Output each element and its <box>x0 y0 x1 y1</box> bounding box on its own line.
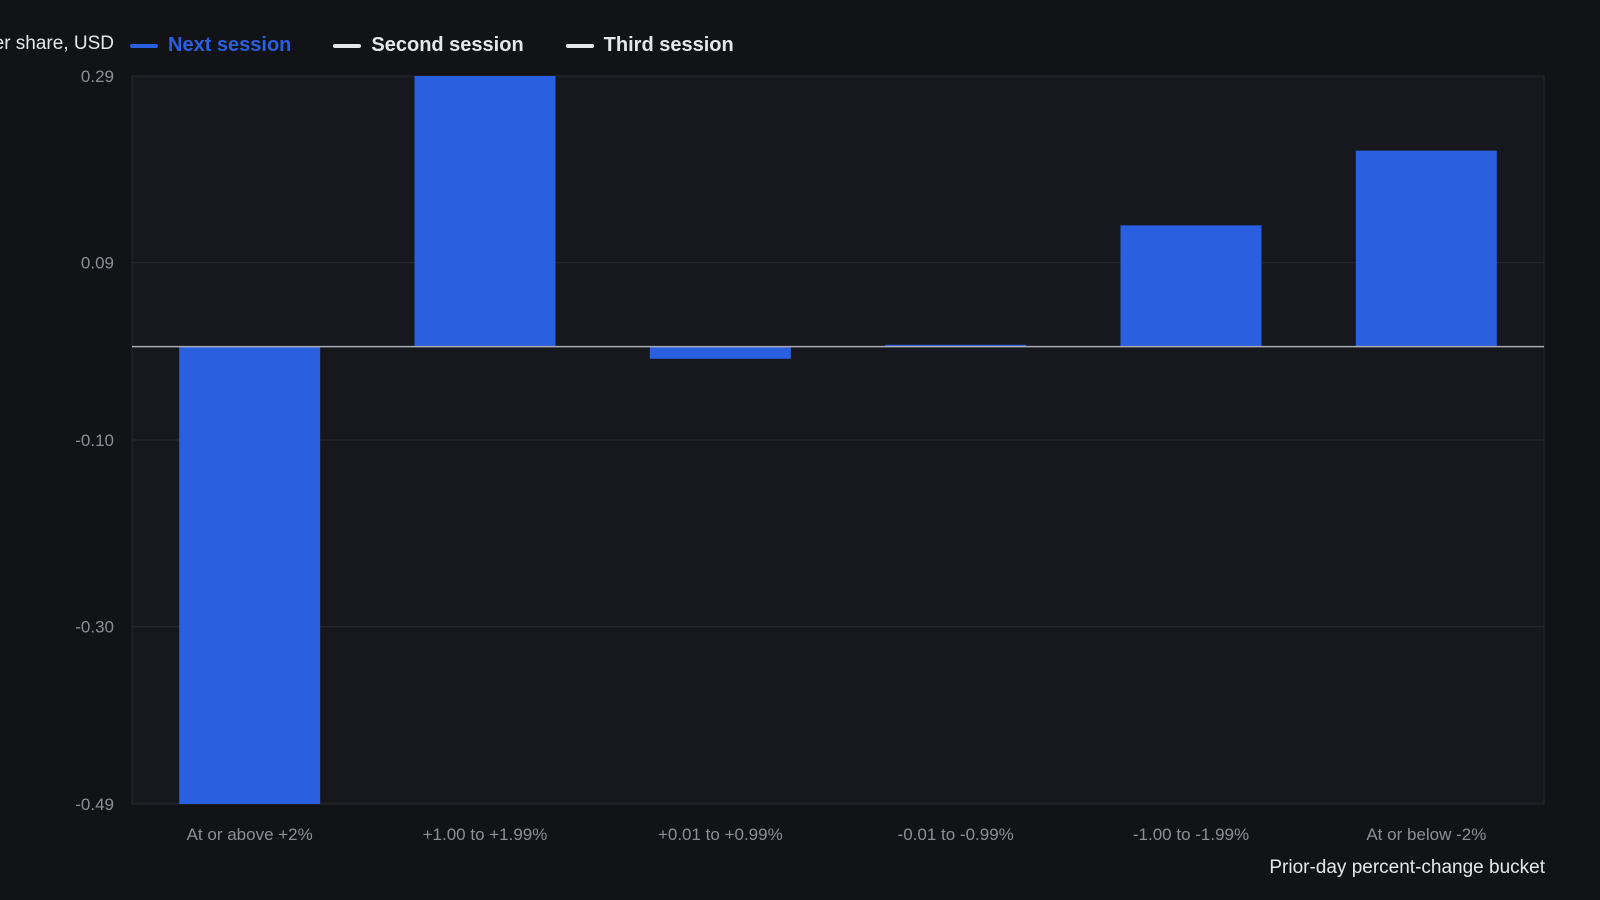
legend-item-third-session[interactable]: Third session <box>565 34 734 57</box>
bar-next-session[interactable] <box>1120 225 1262 347</box>
y-axis-label: er share, USD <box>0 33 114 54</box>
y-tick-label: 0.29 <box>81 67 114 86</box>
legend-label-third-session: Third session <box>603 34 734 56</box>
x-tick-label: -1.00 to -1.99% <box>1133 825 1249 844</box>
legend: Next session Second session Third sessio… <box>130 34 776 57</box>
y-tick-label: -0.10 <box>75 431 114 450</box>
legend-swatch-next-session <box>130 43 158 48</box>
y-tick-label: -0.30 <box>75 618 114 637</box>
x-axis-label: Prior-day percent-change bucket <box>1269 857 1545 878</box>
x-tick-label: +1.00 to +1.99% <box>423 825 548 844</box>
x-tick-label: +0.01 to +0.99% <box>658 825 783 844</box>
bar-next-session[interactable] <box>179 346 321 804</box>
bar-next-session[interactable] <box>885 344 1027 347</box>
legend-label-next-session: Next session <box>168 34 292 56</box>
bar-next-session[interactable] <box>1355 150 1497 347</box>
legend-swatch-second-session <box>333 43 362 48</box>
x-tick-label: At or below -2% <box>1366 825 1486 844</box>
legend-swatch-third-session <box>565 43 594 48</box>
x-tick-label: At or above +2% <box>187 825 313 844</box>
y-tick-label: 0.09 <box>81 254 114 273</box>
y-tick-label: -0.49 <box>75 795 114 814</box>
bar-next-session[interactable] <box>649 346 791 359</box>
bar-next-session[interactable] <box>414 76 556 347</box>
legend-item-second-session[interactable]: Second session <box>333 34 524 57</box>
x-tick-label: -0.01 to -0.99% <box>898 825 1014 844</box>
legend-label-second-session: Second session <box>371 34 524 56</box>
legend-item-next-session[interactable]: Next session <box>130 34 291 57</box>
